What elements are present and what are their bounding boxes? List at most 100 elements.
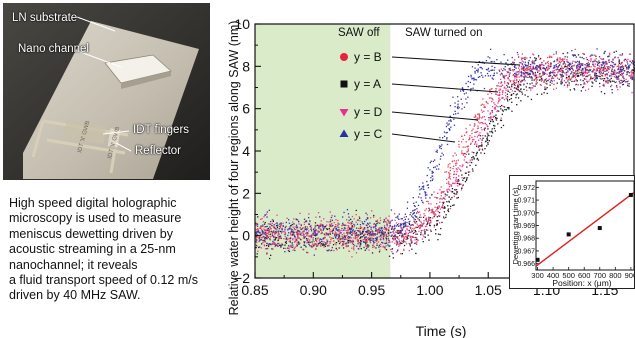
data-point [378,227,381,229]
data-point [596,77,598,80]
data-point [534,79,536,81]
data-point [258,246,260,249]
data-point [333,221,335,224]
data-point [574,48,576,50]
data-point [470,76,472,78]
data-point [363,238,366,240]
data-point [416,238,418,240]
data-point [499,85,501,87]
data-point [491,132,494,134]
data-point [268,244,270,246]
data-point [329,211,331,213]
data-point [548,67,550,70]
data-point [520,88,522,90]
data-point [388,240,390,242]
data-point [423,188,425,191]
data-point [414,209,416,211]
data-point [482,76,484,78]
data-point [605,62,608,64]
data-point [329,223,331,226]
data-point [457,107,459,110]
data-point [467,150,469,153]
data-point [438,206,440,208]
data-point [547,65,549,67]
data-point [274,244,277,247]
data-point [401,253,403,255]
data-point [522,69,524,71]
data-point [404,225,406,228]
data-point [562,58,564,61]
data-point [401,242,403,245]
data-point [360,232,362,234]
data-point [563,61,565,63]
data-point [391,241,393,243]
data-point [524,71,527,74]
data-point [369,241,371,243]
data-point [306,241,308,243]
data-point [414,231,416,234]
data-point [604,78,606,80]
data-point [493,127,496,130]
data-point [294,249,296,252]
data-point [296,242,298,244]
data-point [372,231,374,233]
data-point [387,228,389,230]
data-point [561,59,563,61]
data-point [510,88,512,90]
data-point [256,232,258,234]
data-point [323,244,325,246]
data-point [603,80,605,82]
data-point [622,72,625,74]
data-point [524,69,526,71]
data-point [588,59,590,62]
data-point [328,221,330,223]
data-point [386,238,388,240]
data-point [263,231,265,233]
data-point [466,178,468,180]
data-point [363,235,365,237]
data-point [285,240,287,243]
data-point [604,75,606,77]
data-point [424,209,426,212]
data-point [261,230,264,232]
data-point [408,223,411,226]
data-point [384,231,386,233]
data-point [292,238,294,240]
data-point [470,88,472,90]
data-point [425,219,427,221]
data-point [325,232,327,235]
data-point [517,97,520,99]
data-point [550,71,552,73]
data-point [540,76,542,79]
data-point [391,227,393,229]
data-point [377,229,379,231]
data-point [274,236,276,238]
data-point [507,100,509,102]
data-point [440,191,443,193]
data-point [576,64,579,66]
data-point [304,244,306,246]
data-point [384,248,386,250]
data-point [408,250,410,252]
data-point [458,182,460,185]
data-point [398,223,400,225]
data-point [413,209,415,212]
data-point [534,67,536,69]
data-point [454,102,456,104]
data-point [559,69,561,71]
data-point [586,75,588,78]
data-point [291,223,293,226]
data-point [274,245,276,248]
data-point [440,147,442,150]
data-point [277,224,279,226]
data-point [445,216,447,218]
data-point [424,192,427,194]
data-point [316,245,318,247]
data-point [487,75,489,77]
data-point [281,229,283,231]
data-point [565,78,567,80]
data-point [517,71,519,73]
data-point [334,236,336,238]
data-point [257,231,259,233]
data-point [569,78,571,80]
